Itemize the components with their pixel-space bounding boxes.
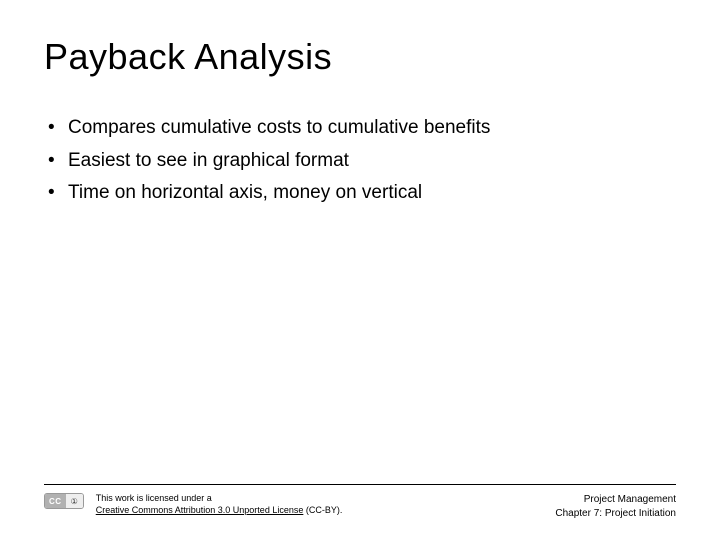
cc-badge-right: ① [66, 494, 83, 508]
cc-badge-icon: CC ① [44, 493, 84, 509]
footer-divider [44, 484, 676, 485]
footer-right-line-2: Chapter 7: Project Initiation [555, 507, 676, 521]
slide-title: Payback Analysis [44, 36, 676, 78]
slide-footer: CC ① This work is licensed under a Creat… [44, 484, 676, 520]
license-suffix: (CC-BY). [303, 505, 342, 515]
bullet-list: Compares cumulative costs to cumulative … [44, 114, 676, 208]
license-line-1: This work is licensed under a [96, 493, 544, 505]
footer-row: CC ① This work is licensed under a Creat… [44, 493, 676, 520]
license-link[interactable]: Creative Commons Attribution 3.0 Unporte… [96, 505, 304, 515]
license-text: This work is licensed under a Creative C… [96, 493, 544, 516]
footer-right: Project Management Chapter 7: Project In… [555, 493, 676, 520]
slide: Payback Analysis Compares cumulative cos… [0, 0, 720, 540]
bullet-item: Easiest to see in graphical format [48, 147, 676, 176]
footer-right-line-1: Project Management [555, 493, 676, 507]
bullet-item: Compares cumulative costs to cumulative … [48, 114, 676, 143]
bullet-item: Time on horizontal axis, money on vertic… [48, 179, 676, 208]
cc-badge-left: CC [45, 494, 66, 508]
